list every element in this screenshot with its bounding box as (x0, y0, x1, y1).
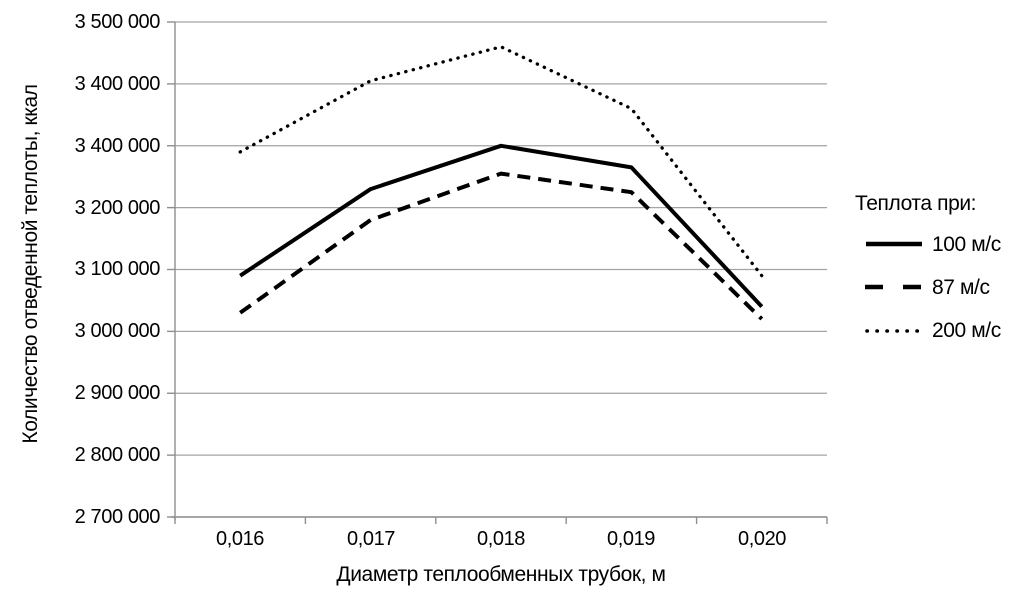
legend-sample-dotted (865, 329, 924, 333)
series-line-solid (239, 143, 764, 308)
x-tick-label: 0,018 (476, 528, 526, 550)
y-tick-label: 2 900 000 (74, 382, 161, 404)
x-tick-label: 0,020 (737, 528, 787, 550)
y-tick-label: 2 700 000 (74, 506, 161, 528)
legend-label: 100 м/с (932, 233, 1001, 256)
x-tick-label: 0,017 (346, 528, 396, 550)
x-tick-label: 0,016 (215, 528, 265, 550)
series-line-dashed (239, 171, 764, 321)
y-tick-label: 2 800 000 (74, 444, 161, 466)
legend-label: 87 м/с (932, 276, 990, 299)
series-line-dotted (238, 45, 764, 278)
y-tick-label: 3 100 000 (74, 258, 161, 280)
legend-sample-dashed (865, 284, 922, 290)
y-tick-label: 3 000 000 (74, 320, 161, 342)
legend-sample-solid (866, 241, 922, 247)
y-tick-label: 3 400 000 (74, 73, 161, 95)
y-tick-label: 3 500 000 (74, 11, 161, 33)
x-tick-label: 0,019 (606, 528, 656, 550)
x-axis-title: Диаметр теплообменных трубок, м (336, 563, 666, 586)
legend-title: Теплота при: (855, 192, 977, 215)
legend-label: 200 м/с (932, 319, 1001, 342)
y-tick-label: 3 200 000 (74, 197, 161, 219)
y-tick-label: 3 400 000 (74, 135, 161, 157)
